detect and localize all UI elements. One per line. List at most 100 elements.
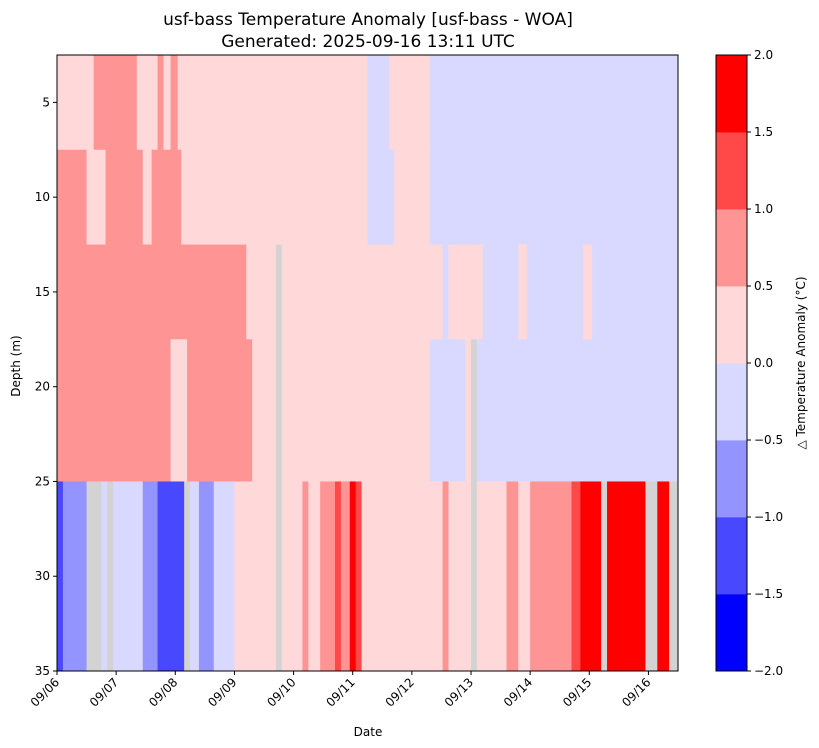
heatmap-cell — [107, 481, 114, 672]
heatmap-cell — [281, 244, 444, 340]
colorbar-tick-label: 0.0 — [754, 356, 773, 370]
heatmap-cell — [518, 481, 531, 672]
heatmap-cell — [334, 481, 342, 672]
colorbar-bin — [716, 55, 747, 133]
heatmap-cell — [476, 481, 507, 672]
colorbar-tick-label: −2.0 — [754, 664, 783, 678]
heatmap-cell — [151, 149, 182, 245]
x-tick-label: 09/13 — [442, 675, 476, 709]
heatmap-cell — [571, 481, 581, 672]
heatmap-cell — [275, 339, 283, 482]
heatmap-cell — [113, 481, 123, 672]
heatmap-cell — [142, 149, 153, 245]
plot-frame — [56, 54, 679, 672]
heatmap-cell — [157, 55, 164, 151]
heatmap-cell — [657, 481, 670, 672]
colorbar-bin — [716, 363, 747, 441]
x-tick-label: 09/09 — [205, 675, 239, 709]
heatmap-cell — [57, 244, 247, 340]
heatmap-cell — [476, 339, 679, 482]
x-tick-label: 09/16 — [619, 675, 653, 709]
colorbar-tick-label: 0.5 — [754, 279, 773, 293]
heatmap-cell — [57, 149, 87, 245]
x-axis: 09/06 09/07 09/08 09/09 09/10 09/11 09/12 09/13… — [28, 671, 654, 710]
x-tick-label: 09/14 — [501, 675, 535, 709]
heatmap-cell — [213, 481, 235, 672]
heatmap-cell — [465, 339, 472, 482]
heatmap-cell — [669, 481, 679, 672]
heatmap-cell — [442, 481, 449, 672]
heatmap-cell — [349, 481, 357, 672]
heatmap-cell — [592, 244, 679, 340]
heatmap-cell — [448, 244, 484, 340]
heatmap-cell — [601, 481, 608, 672]
plot-area — [56, 54, 679, 672]
heatmap-cell — [170, 55, 179, 151]
heatmap-cell — [142, 481, 158, 672]
colorbar-bin — [716, 594, 747, 672]
heatmap-cell — [471, 481, 478, 672]
heatmap-cell — [506, 481, 519, 672]
heatmap-cell — [367, 149, 395, 245]
heatmap-cell — [275, 244, 283, 340]
heatmap-cell — [281, 339, 430, 482]
heatmap-cell — [246, 244, 277, 340]
colorbar-tick-label: 2.0 — [754, 48, 773, 62]
heatmap-cell — [122, 481, 144, 672]
x-tick-label: 09/06 — [28, 675, 62, 709]
heatmap-cell — [355, 481, 362, 672]
heatmap-cell — [394, 149, 430, 245]
colorbar-tick-label: −1.0 — [754, 510, 783, 524]
heatmap-cell — [607, 481, 646, 672]
y-axis: 5 10 15 20 25 30 35 — [35, 95, 57, 678]
heatmap-cell — [482, 244, 519, 340]
colorbar-tick-label: −0.5 — [754, 433, 783, 447]
heatmap-cell — [308, 481, 321, 672]
heatmap-cell — [530, 481, 572, 672]
heatmap-cell — [93, 55, 138, 151]
x-tick-label: 09/12 — [383, 675, 417, 709]
heatmap-cell — [518, 244, 528, 340]
y-tick-label: 15 — [35, 285, 50, 299]
colorbar-bin — [716, 132, 747, 210]
x-tick-label: 09/15 — [560, 675, 594, 709]
colorbar: 2.0 1.5 1.0 0.5 0.0 −0.5 −1.0 −1.5 −2.0 — [715, 48, 783, 678]
heatmap-cell — [275, 481, 283, 672]
heatmap-cell — [57, 55, 95, 151]
heatmap-cell — [190, 149, 368, 245]
chart-title: usf-bass Temperature Anomaly [usf-bass -… — [163, 10, 573, 30]
heatmap-cell — [367, 55, 390, 151]
heatmap-cell — [234, 481, 277, 672]
colorbar-bin — [716, 209, 747, 287]
heatmap-cell — [198, 481, 215, 672]
heatmap-cell — [340, 481, 351, 672]
heatmap-cell — [170, 339, 188, 482]
heatmap-cell — [177, 55, 368, 151]
y-tick-label: 30 — [35, 569, 50, 583]
heatmap-cell — [157, 481, 185, 672]
heatmap-cell — [57, 481, 64, 672]
colorbar-bin — [716, 440, 747, 518]
heatmap-cell — [389, 55, 430, 151]
y-axis-label: Depth (m) — [9, 335, 23, 396]
x-tick-label: 09/11 — [323, 675, 357, 709]
colorbar-bin — [716, 286, 747, 364]
colorbar-tick-label: −1.5 — [754, 587, 783, 601]
heatmap-cell — [429, 149, 679, 245]
x-tick-label: 09/10 — [264, 675, 298, 709]
colorbar-label: △ Temperature Anomaly (°C) — [794, 276, 808, 449]
heatmap-cell — [187, 339, 253, 482]
heatmap-cell — [163, 55, 171, 151]
heatmap-cell — [302, 481, 309, 672]
heatmap-cell — [101, 481, 108, 672]
heatmap-cell — [86, 481, 102, 672]
x-tick-label: 09/07 — [87, 675, 121, 709]
heatmap-cell — [281, 481, 303, 672]
heatmap-cell — [429, 55, 679, 151]
chart-subtitle: Generated: 2025-09-16 13:11 UTC — [221, 32, 515, 52]
y-tick-label: 10 — [35, 190, 50, 204]
heatmap-cell — [105, 149, 144, 245]
colorbar-tick-label: 1.0 — [754, 202, 773, 216]
heatmap-cell — [527, 244, 584, 340]
